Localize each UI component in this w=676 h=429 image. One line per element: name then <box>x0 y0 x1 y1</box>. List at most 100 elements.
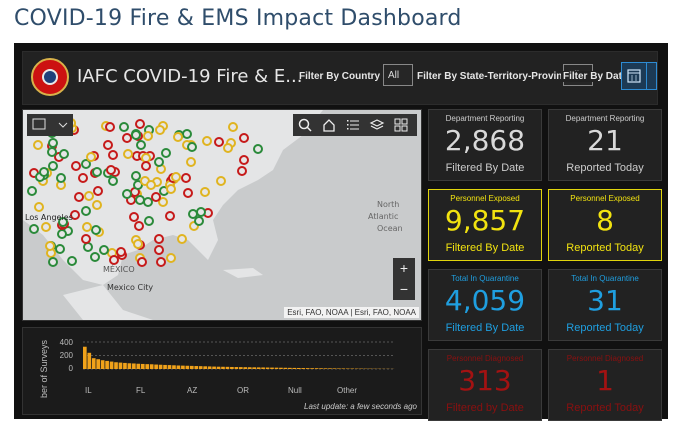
chart-bar[interactable] <box>243 367 248 369</box>
chart-bar[interactable] <box>216 366 221 369</box>
department-marker[interactable] <box>180 172 191 183</box>
calendar-button[interactable] <box>621 62 647 90</box>
filter-country-select[interactable]: All <box>383 64 413 86</box>
department-marker[interactable] <box>102 140 113 151</box>
department-marker[interactable] <box>153 234 164 245</box>
chart-bar[interactable] <box>127 363 132 369</box>
department-marker[interactable] <box>154 244 165 255</box>
chart-bar[interactable] <box>194 366 199 369</box>
chart-bar[interactable] <box>91 358 96 369</box>
chart-bar[interactable] <box>239 367 243 369</box>
department-marker[interactable] <box>202 136 213 147</box>
chart-bar[interactable] <box>176 365 181 369</box>
department-marker[interactable] <box>151 191 162 202</box>
chart-bar[interactable] <box>230 366 234 369</box>
department-marker[interactable] <box>33 202 44 213</box>
chart-bar[interactable] <box>132 363 136 369</box>
department-marker[interactable] <box>122 149 133 160</box>
department-marker[interactable] <box>89 251 100 262</box>
chart-bar[interactable] <box>149 364 154 369</box>
chart-bar[interactable] <box>181 365 185 369</box>
chart-bar[interactable] <box>234 367 239 369</box>
department-marker[interactable] <box>153 157 164 168</box>
department-marker[interactable] <box>59 149 70 160</box>
department-marker[interactable] <box>45 241 56 252</box>
chart-bar[interactable] <box>288 367 292 369</box>
department-marker[interactable] <box>84 191 95 202</box>
department-marker[interactable] <box>56 172 67 183</box>
department-marker[interactable] <box>134 195 145 206</box>
chart-bar[interactable] <box>341 368 346 369</box>
department-marker[interactable] <box>58 217 69 228</box>
chart-bar[interactable] <box>105 360 109 369</box>
department-marker[interactable] <box>81 205 92 216</box>
chart-bar[interactable] <box>140 363 145 369</box>
chart-bar[interactable] <box>292 367 297 369</box>
department-marker[interactable] <box>81 234 92 245</box>
layer-list-button[interactable] <box>27 114 73 136</box>
department-marker[interactable] <box>176 234 187 245</box>
zoom-in-button[interactable]: + <box>399 260 409 276</box>
chart-bar[interactable] <box>158 364 163 369</box>
chart-bar[interactable] <box>332 368 337 369</box>
chart-bar[interactable] <box>167 365 172 369</box>
department-marker[interactable] <box>199 186 210 197</box>
department-marker[interactable] <box>81 221 92 232</box>
department-marker[interactable] <box>227 122 238 133</box>
department-marker[interactable] <box>92 186 103 197</box>
basemap-icon[interactable] <box>393 117 409 133</box>
clock-button[interactable] <box>647 62 657 90</box>
department-marker[interactable] <box>145 180 156 191</box>
department-marker[interactable] <box>67 255 78 266</box>
chart-bar[interactable] <box>100 360 105 369</box>
chart-bar[interactable] <box>145 364 150 369</box>
chart-bar[interactable] <box>274 367 279 369</box>
chart-bar[interactable] <box>328 368 332 369</box>
chart-bar[interactable] <box>114 362 118 369</box>
department-marker[interactable] <box>158 197 169 208</box>
department-marker[interactable] <box>161 148 172 159</box>
department-marker[interactable] <box>165 210 176 221</box>
department-marker[interactable] <box>216 175 227 186</box>
department-marker[interactable] <box>108 150 119 161</box>
chart-bar[interactable] <box>96 359 101 369</box>
chart-bar[interactable] <box>207 366 212 369</box>
department-marker[interactable] <box>186 141 197 152</box>
department-marker[interactable] <box>144 216 155 227</box>
department-marker[interactable] <box>133 238 144 249</box>
department-marker[interactable] <box>252 144 263 155</box>
department-marker[interactable] <box>236 166 247 177</box>
chart-bar[interactable] <box>136 363 141 369</box>
home-icon[interactable] <box>321 117 337 133</box>
department-marker[interactable] <box>92 199 103 210</box>
chart-bar[interactable] <box>247 367 252 369</box>
map-panel[interactable]: North Atlantic Ocean MÉXICO Mexico City … <box>22 109 422 321</box>
chart-bar[interactable] <box>212 366 216 369</box>
chart-bar[interactable] <box>221 366 225 369</box>
department-marker[interactable] <box>136 139 147 150</box>
department-marker[interactable] <box>108 176 119 187</box>
chart-bar[interactable] <box>265 367 270 369</box>
department-marker[interactable] <box>27 186 38 197</box>
department-marker[interactable] <box>142 131 153 142</box>
department-marker[interactable] <box>48 256 59 267</box>
chart-bar[interactable] <box>323 368 328 369</box>
department-marker[interactable] <box>154 125 165 136</box>
department-marker[interactable] <box>28 223 39 234</box>
chart-bar[interactable] <box>314 368 319 369</box>
department-marker[interactable] <box>130 170 141 181</box>
chart-bar[interactable] <box>270 367 274 369</box>
zoom-out-button[interactable]: − <box>399 281 409 297</box>
department-marker[interactable] <box>105 121 116 132</box>
department-marker[interactable] <box>170 171 181 182</box>
chart-bar[interactable] <box>310 368 314 369</box>
chart-bar[interactable] <box>203 366 207 369</box>
chart-bar[interactable] <box>252 367 257 369</box>
chart-bar[interactable] <box>305 368 310 369</box>
chart-bar[interactable] <box>296 367 301 369</box>
department-marker[interactable] <box>39 167 50 178</box>
chart-bar[interactable] <box>337 368 341 369</box>
chart-bar[interactable] <box>118 362 123 369</box>
department-marker[interactable] <box>173 131 184 142</box>
department-marker[interactable] <box>129 211 140 222</box>
